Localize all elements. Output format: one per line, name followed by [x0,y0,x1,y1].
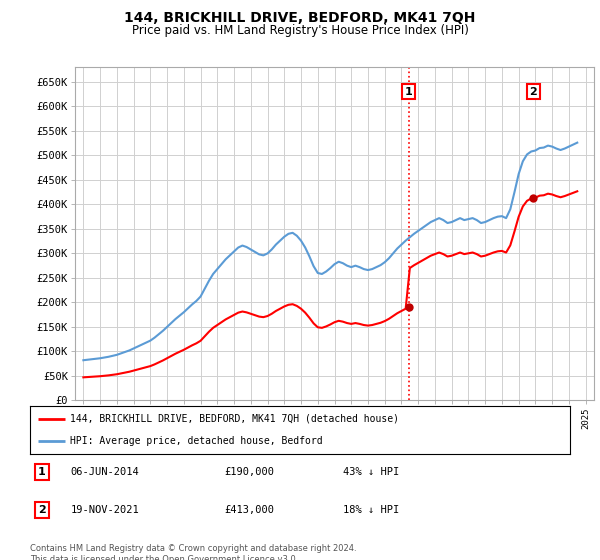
Text: 43% ↓ HPI: 43% ↓ HPI [343,467,400,477]
Text: £413,000: £413,000 [224,505,274,515]
Text: 19-NOV-2021: 19-NOV-2021 [71,505,139,515]
Text: 18% ↓ HPI: 18% ↓ HPI [343,505,400,515]
Text: 144, BRICKHILL DRIVE, BEDFORD, MK41 7QH (detached house): 144, BRICKHILL DRIVE, BEDFORD, MK41 7QH … [71,414,400,424]
Text: Price paid vs. HM Land Registry's House Price Index (HPI): Price paid vs. HM Land Registry's House … [131,24,469,36]
Text: £190,000: £190,000 [224,467,274,477]
Text: 2: 2 [530,87,537,97]
Text: 2: 2 [38,505,46,515]
Text: 144, BRICKHILL DRIVE, BEDFORD, MK41 7QH: 144, BRICKHILL DRIVE, BEDFORD, MK41 7QH [124,11,476,25]
Text: HPI: Average price, detached house, Bedford: HPI: Average price, detached house, Bedf… [71,436,323,446]
Text: 1: 1 [405,87,413,97]
Text: Contains HM Land Registry data © Crown copyright and database right 2024.
This d: Contains HM Land Registry data © Crown c… [30,544,356,560]
Text: 06-JUN-2014: 06-JUN-2014 [71,467,139,477]
Text: 1: 1 [38,467,46,477]
